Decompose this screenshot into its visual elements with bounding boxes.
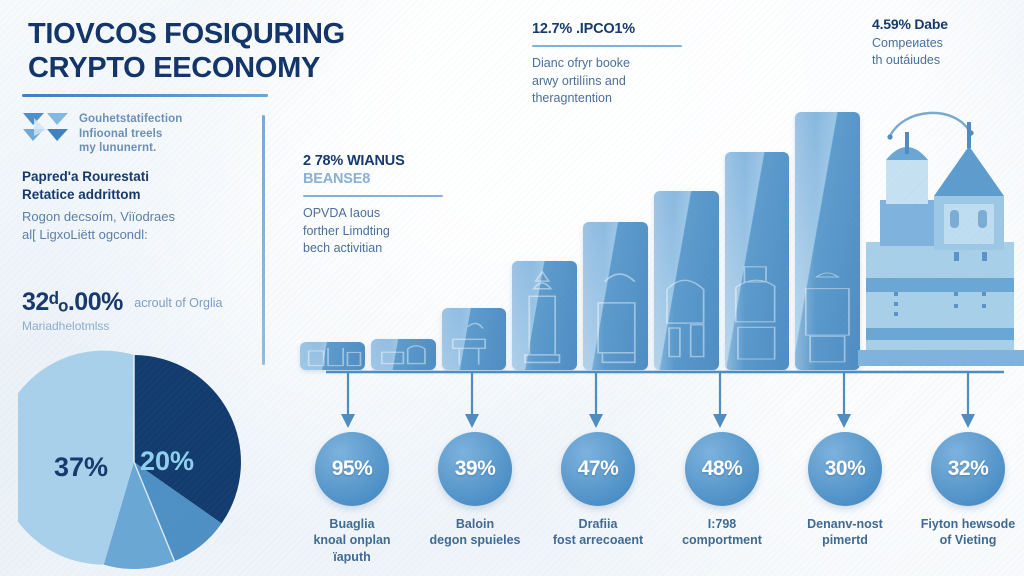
kpi-caption-3: Drafiia fost arrecoaent (552, 517, 644, 548)
intro-sub-line-1: Rogon decsoím, Viïodraes (22, 209, 175, 224)
intro-lead-line-1: Papred'a Rourestati (22, 169, 149, 184)
intro-lead-line-2: Retatice addrittom (22, 187, 141, 203)
kpi-caption-5: Denanv-nost pimertd (807, 517, 883, 548)
pie-slice-3 (103, 462, 175, 570)
title-divider (22, 94, 268, 97)
title-line-2: CRYPTO EECONOMY (28, 51, 320, 84)
bar-1 (300, 342, 365, 370)
pie-label-20: 20% (140, 446, 194, 476)
kpi-item-1[interactable]: 95% Buaglia knoal onplan ïaputh (296, 432, 408, 565)
kpi-item-6[interactable]: 32% Fiyton hewsode of Vieting (912, 432, 1024, 549)
kpi-value-3: 47% (577, 457, 619, 480)
kpi-disc-5: 30% (808, 432, 882, 506)
callout-b: 12.7% .IPCO1% Dianc ofryr booke arwy ort… (532, 20, 692, 108)
left-stat-caption: Mariadhelotmlss (22, 319, 110, 333)
callout-a-body-line-1: OPVDA Iaous (303, 206, 381, 221)
kpi-item-2[interactable]: 39% Baloin degon spuieles (419, 432, 531, 549)
pie-slice-2 (134, 462, 222, 562)
left-stat-block: 32ᵈₒ.00% acroult of Orglia Mariadhelotml… (22, 288, 272, 333)
title-line-1: TIOVCOS FOSIQURING (28, 18, 345, 50)
kpi-value-6: 32% (947, 457, 989, 480)
kpi-caption-4: I:798 comportment (682, 517, 762, 548)
logo-block: Gouhetstatifection Infioonal treels my l… (22, 110, 262, 156)
callout-b-rule (532, 45, 682, 48)
logo-text-line-3: my lununernt. (79, 142, 157, 155)
logo-text-line-1: Gouhetstatifection (79, 113, 183, 125)
callout-a: 2 78% WIANUS BEANSE8 OPVDA Iaous forther… (303, 152, 453, 258)
kpi-disc-1: 95% (315, 432, 389, 506)
callout-c-body: Compeиates th outáiudes (872, 35, 1017, 70)
kpi-row: 95% Buaglia knoal onplan ïaputh 39% Baloin de… (296, 432, 1024, 574)
kpi-caption-2: Baloin degon spuieles (429, 517, 521, 548)
intro-lead: Papred'a Rourestati Retatice addrittom (22, 168, 260, 204)
callout-a-body: OPVDA Iaous forther Limdting bech activi… (303, 205, 453, 258)
callout-c-body-line-1: Compeиates (872, 35, 943, 50)
pie-slice-4 (18, 350, 134, 565)
bar-3 (441, 308, 507, 370)
left-stat-value: 32ᵈₒ.00% (22, 288, 123, 316)
kpi-value-4: 48% (701, 457, 743, 480)
kpi-disc-3: 47% (561, 432, 635, 506)
left-stat-tag: acroult of Orglia (134, 295, 223, 310)
kpi-caption-6: Fiyton hewsode of Vieting (920, 517, 1016, 548)
kpi-value-5: 30% (824, 457, 866, 480)
callout-b-body-line-1: Dianc ofryr booke (532, 56, 630, 71)
callout-a-number: 2 78% WIANUS BEANSE8 (303, 152, 453, 188)
callout-a-body-line-2: forther Limdting (303, 223, 390, 238)
pie-slice-1 (134, 355, 241, 524)
callout-c: 4.59% Dabe Compeиates th outáiudes (872, 16, 1017, 70)
callout-c-number: 4.59% Dabe (872, 16, 948, 32)
kpi-item-4[interactable]: 48% I:798 comportment (666, 432, 778, 549)
kpi-disc-6: 32% (931, 432, 1005, 506)
intro-sub-line-2: al[ LigxoLiёtt ogcondl: (22, 227, 148, 243)
callout-a-number-main: 2 78% WIANUS (303, 153, 405, 169)
callout-c-body-line-2: th outáiudes (872, 53, 941, 67)
kpi-value-1: 95% (331, 457, 373, 480)
bar-5 (583, 222, 648, 370)
twin-towers-illustration (858, 111, 1024, 366)
connector-arrows (326, 370, 1004, 428)
bar-8 (795, 112, 860, 370)
callout-b-body: Dianc ofryr booke arwy ortilíins and the… (532, 55, 692, 108)
page-title: TIOVCOS FOSIQURING CRYPTO EECONOMY (28, 18, 408, 86)
kpi-disc-2: 39% (438, 432, 512, 506)
logo-text-line-2: Infioonal treels (79, 127, 163, 140)
bar-4 (512, 261, 577, 370)
callout-b-number: 12.7% .IPCO1% (532, 21, 635, 37)
intro-sub: Rogon decsoím, Viïodraes al[ LigxoLiёtt … (22, 208, 266, 245)
bar-2 (370, 339, 436, 370)
pie-label-37: 37% (54, 452, 108, 482)
kpi-disc-4: 48% (685, 432, 759, 506)
callout-a-number-sub: BEANSE8 (303, 171, 371, 188)
bar-6 (653, 191, 719, 370)
callout-a-body-line-3: bech activitian (303, 241, 383, 256)
triangles-logo-icon (23, 113, 68, 141)
kpi-item-3[interactable]: 47% Drafiia fost arrecoaent (542, 432, 654, 549)
logo-text: Gouhetstatifection Infioonal treels my l… (79, 110, 182, 156)
callout-a-rule (303, 195, 443, 198)
kpi-value-2: 39% (454, 457, 496, 480)
pie-chart: 20% 37% (18, 350, 241, 570)
callout-b-body-line-2: arwy ortilíins and (532, 73, 626, 88)
kpi-item-5[interactable]: 30% Denanv-nost pimertd (789, 432, 901, 549)
kpi-caption-1: Buaglia knoal onplan ïaputh (313, 517, 391, 564)
callout-b-body-line-3: theragntention (532, 91, 612, 106)
bar-7 (724, 152, 790, 370)
bar-chart (300, 90, 860, 370)
vertical-divider (262, 115, 265, 365)
